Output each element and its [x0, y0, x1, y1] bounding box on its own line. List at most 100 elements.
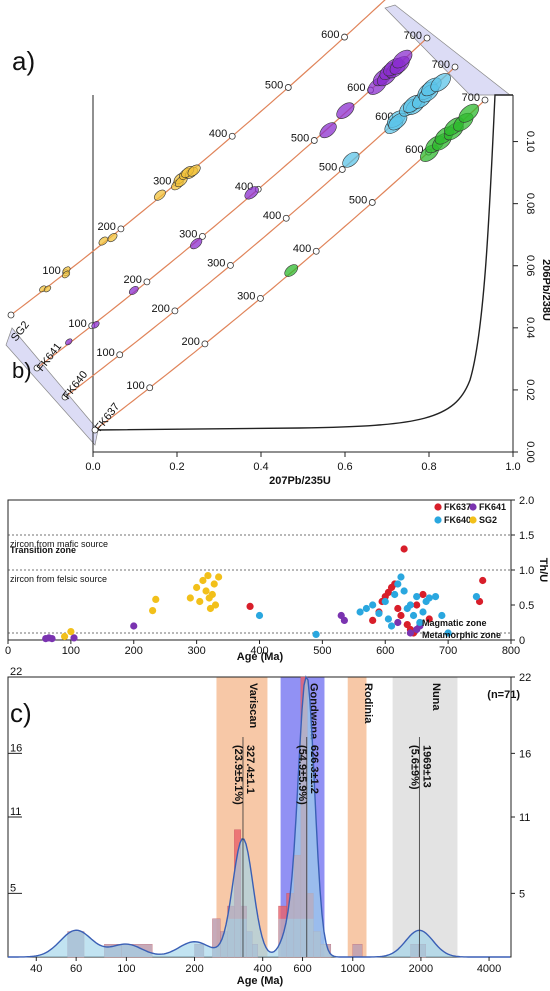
b-point-fk637-16 — [425, 615, 433, 623]
concordia-tick-fk641-200 — [143, 278, 151, 286]
b-point-fk640-15 — [409, 611, 418, 620]
concordia-tick-fk637-400 — [312, 247, 320, 255]
b-point-sg2-7 — [199, 576, 207, 585]
concordia-tick-fk641-500 — [310, 137, 318, 144]
concordia-tick-sg2-500 — [284, 84, 292, 91]
b-point-fk640-1 — [312, 630, 320, 639]
b-point-fk637-1 — [369, 616, 377, 625]
b-legend: FK637 FK641 FK640 SG2 — [434, 502, 506, 525]
concordia-curve-sg2 — [10, 0, 386, 316]
b-x-tick-label-7: 700 — [439, 645, 457, 657]
b-x-tick-label-6: 600 — [376, 645, 394, 657]
a-y-tick-label-1: 0.02 — [524, 379, 536, 400]
concordia-tick-fk637-200 — [201, 340, 209, 348]
concordia-tick-fk637-100 — [146, 384, 154, 392]
a-x-ticks: 0.0 0.2 0.4 0.6 0.8 1.0 — [85, 452, 521, 473]
a-x-label: 207Pb/235U — [269, 475, 331, 487]
concordia-tick-fk637-500 — [368, 199, 376, 206]
concordia-tick-label-fk641-300: 300 — [179, 228, 197, 240]
concordia-origin-fk637 — [91, 426, 99, 434]
b-legend-dot-fk641 — [469, 503, 477, 511]
b-point-fk640-14 — [406, 601, 414, 609]
b-y-tick-label-0: 0 — [519, 635, 525, 647]
concordia-tick-label-sg2-500: 500 — [265, 79, 283, 91]
panel-b-label: b) — [12, 358, 32, 383]
b-point-sg2-11 — [206, 604, 215, 613]
concordia-tick-fk640-400 — [282, 214, 290, 222]
c-n-label: (n=71) — [487, 689, 520, 701]
a-x-tick-label-2: 0.4 — [253, 461, 268, 473]
c-y-tick-label-r-3: 22 — [519, 672, 531, 684]
concordia-tick-label-sg2-600: 600 — [321, 29, 339, 41]
b-point-sg2-13 — [210, 580, 218, 588]
b-point-fk641-8 — [406, 629, 414, 637]
b-transition-zone-label: Transition zone — [10, 545, 76, 555]
concordia-tick-label-fk640-700: 700 — [432, 59, 450, 71]
concordia-tick-label-fk637-400: 400 — [293, 243, 311, 255]
b-ref-label-1: zircon from felsic source — [10, 574, 107, 584]
b-point-fk637-0 — [246, 602, 254, 611]
b-point-fk640-22 — [438, 611, 446, 620]
b-x-tick-label-2: 200 — [125, 645, 143, 657]
ellipse-fk640-11 — [430, 73, 451, 92]
b-ref-label-0: zircon from mafic source — [10, 539, 108, 549]
b-point-fk640-16 — [413, 593, 421, 601]
concordia-tick-label-fk637-200: 200 — [182, 336, 200, 348]
ellipse-fk641-14 — [392, 49, 413, 69]
c-y-tick-label-r-0: 5 — [519, 888, 525, 900]
a-ellipses-group — [39, 49, 479, 346]
b-points-group — [42, 545, 487, 643]
c-peak-pct-2: (5.6±9%) — [408, 745, 420, 790]
b-point-fk637-18 — [479, 576, 487, 585]
b-point-fk637-10 — [400, 545, 408, 553]
c-hist-overlay-4 — [212, 918, 221, 957]
c-hist-overlay-18 — [352, 944, 363, 957]
b-point-fk637-9 — [397, 611, 405, 620]
b-point-sg2-3 — [152, 595, 160, 604]
a-y-label: 206Pb/238U — [540, 259, 550, 321]
b-point-sg2-6 — [196, 597, 204, 606]
c-x-ticks: 40 60 100 200 400 600 1000 2000 4000 — [30, 957, 501, 975]
b-point-sg2-9 — [204, 572, 212, 580]
panel-c: Variscan Gondwana Rodinia Nuna c) 327.4±1.1… — [7, 666, 531, 987]
concordia-tick-label-fk641-700: 700 — [404, 30, 422, 42]
a-y-ticks: 0.00 0.02 0.04 0.06 0.08 0.10 — [513, 131, 536, 463]
b-x-tick-label-1: 100 — [62, 645, 80, 657]
concordia-tick-sg2-200 — [117, 225, 125, 233]
b-y-tick-label-3: 1.5 — [519, 530, 534, 542]
b-legend-label-fk640: FK640 — [444, 515, 471, 525]
concordia-tick-label-fk641-100: 100 — [68, 318, 86, 330]
b-x-tick-label-0: 0 — [5, 645, 11, 657]
c-band-label-variscan: Variscan — [247, 683, 259, 729]
a-x-tick-label-3: 0.6 — [337, 461, 352, 473]
b-point-sg2-5 — [193, 583, 201, 592]
b-legend-dot-fk637 — [434, 503, 442, 511]
ellipse-fk641-4 — [244, 186, 259, 200]
b-point-fk640-9 — [391, 590, 399, 599]
ellipse-fk640-0 — [342, 151, 360, 168]
b-point-sg2-2 — [149, 607, 157, 615]
ellipse-sg2-4 — [98, 236, 109, 246]
c-x-label: Age (Ma) — [237, 975, 284, 987]
b-point-sg2-0 — [60, 632, 69, 641]
concordia-tick-label-fk637-100: 100 — [126, 380, 144, 392]
concordia-tick-label-sg2-200: 200 — [98, 221, 116, 233]
concordia-origin-sg2 — [7, 311, 15, 319]
ellipse-sg2-13 — [187, 164, 201, 177]
b-point-fk640-20 — [425, 594, 433, 602]
b-point-fk640-21 — [431, 593, 440, 601]
concordia-tick-label-fk637-700: 700 — [462, 92, 480, 104]
concordia-tick-fk640-700 — [451, 63, 459, 71]
ellipse-fk641-5 — [319, 122, 337, 139]
c-x-tick-label-7: 2000 — [409, 963, 433, 975]
b-point-fk637-15 — [419, 590, 427, 599]
b-point-fk640-12 — [400, 587, 408, 595]
c-y-tick-label-l-2: 16 — [10, 742, 22, 754]
b-x-label: Age (Ma) — [237, 651, 284, 663]
b-point-fk640-18 — [419, 608, 427, 616]
b-point-fk641-2 — [48, 635, 56, 643]
a-x-tick-label-4: 0.8 — [421, 461, 436, 473]
concordia-tick-label-fk641-200: 200 — [124, 274, 142, 286]
b-point-sg2-14 — [211, 601, 220, 609]
